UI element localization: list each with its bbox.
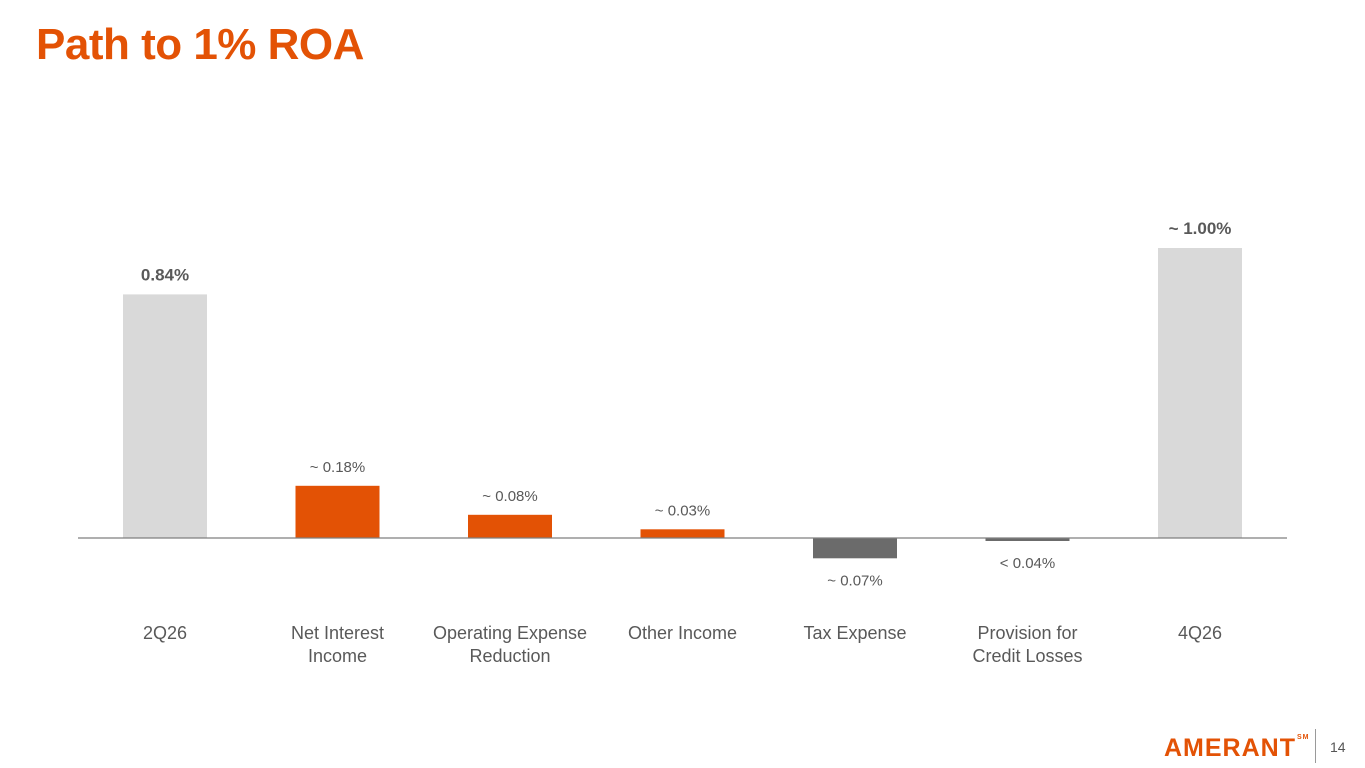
- data-label-5: < 0.04%: [1000, 555, 1055, 572]
- data-label-3: ~ 0.03%: [655, 502, 710, 519]
- category-label-0: 2Q26: [143, 623, 187, 643]
- bar-5: [985, 538, 1070, 541]
- bar-3: [640, 529, 725, 538]
- footer-divider: [1315, 729, 1316, 763]
- category-label-6: 4Q26: [1178, 623, 1222, 643]
- category-label-2: Operating Expense Reduction: [433, 623, 587, 666]
- roa-bar-chart: 0.84% 2Q26 ~ 0.18% Net Interest Income ~ 0.08…: [78, 219, 1287, 666]
- category-label-1: Net Interest Income: [291, 623, 384, 666]
- bar-2: [468, 514, 552, 538]
- data-label-1: ~ 0.18%: [310, 459, 365, 476]
- logo-text: AMERANT: [1164, 734, 1296, 762]
- bar-0: [123, 294, 207, 538]
- logo-service-mark: SM: [1297, 734, 1310, 741]
- page-title: Path to 1% ROA: [36, 20, 364, 69]
- data-label-2: ~ 0.08%: [482, 488, 537, 505]
- category-label-5: Provision for Credit Losses: [972, 623, 1082, 666]
- bar-4: [813, 538, 897, 559]
- bar-1: [295, 485, 380, 538]
- bar-6: [1158, 248, 1242, 538]
- data-label-6: ~ 1.00%: [1169, 219, 1232, 238]
- category-label-4: Tax Expense: [803, 623, 906, 643]
- data-label-0: 0.84%: [141, 265, 189, 284]
- amerant-logo: AMERANTSM: [1164, 734, 1310, 763]
- data-label-4: ~ 0.07%: [827, 572, 882, 589]
- category-label-3: Other Income: [628, 623, 737, 643]
- page-number: 14: [1330, 739, 1346, 755]
